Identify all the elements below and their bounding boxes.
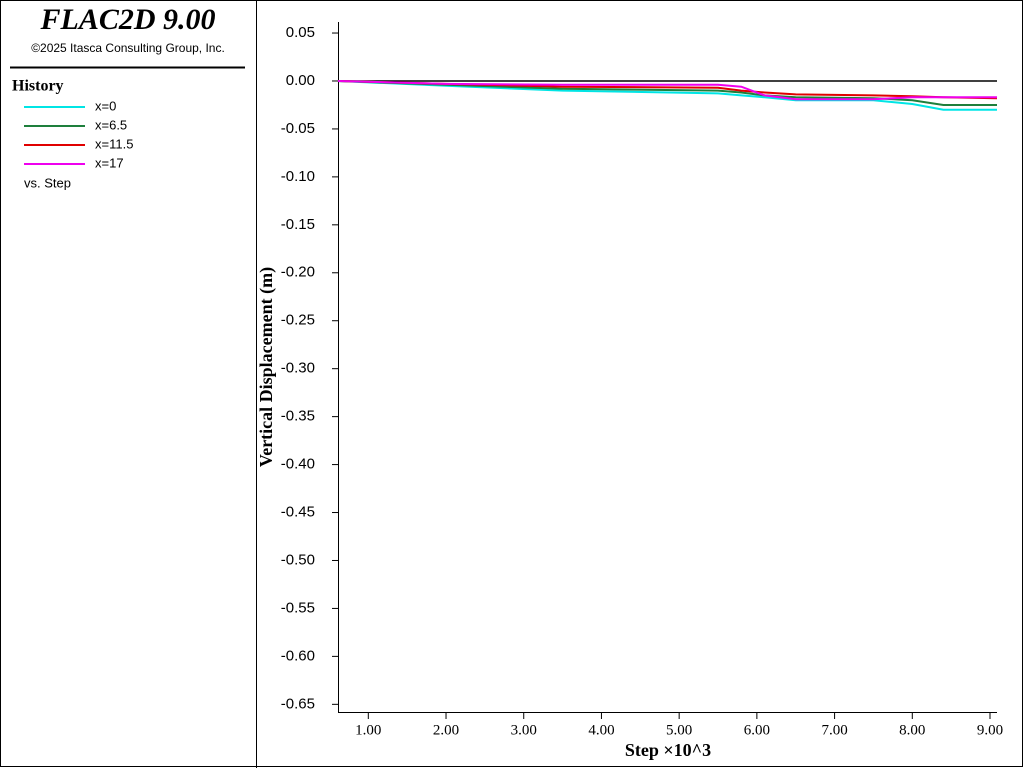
x-tick-label: 5.00 [666,722,692,738]
legend-label: x=17 [95,155,124,170]
x-tick-label: 2.00 [433,722,459,738]
x-tick-label: 4.00 [588,722,614,738]
legend-footer: vs. Step [24,175,71,190]
y-axis-label: Vertical Displacement (m) [256,267,277,467]
y-tick-label: -0.05 [281,120,315,137]
series-line [337,80,997,101]
legend-label: x=11.5 [95,136,133,151]
legend-label: x=6.5 [95,117,127,132]
x-axis-label: Step ×10^3 [625,740,711,760]
y-tick-label: 0.05 [286,24,315,41]
x-tick-label: 3.00 [511,722,537,738]
y-tick-label: -0.55 [281,599,315,616]
x-tick-label: 1.00 [355,722,381,738]
x-tick-label: 9.00 [977,722,1003,738]
y-tick-label: -0.30 [281,360,315,377]
y-tick-label: -0.15 [281,216,315,233]
y-tick-label: -0.45 [281,503,315,520]
x-tick-label: 7.00 [821,722,847,738]
series-line [337,80,997,111]
y-tick-label: -0.40 [281,456,315,473]
y-tick-label: -0.10 [281,168,315,185]
y-tick-label: -0.65 [281,695,315,712]
y-tick-label: -0.35 [281,408,315,425]
y-tick-label: -0.60 [281,647,315,664]
y-tick-label: -0.50 [281,551,315,568]
y-tick-label: -0.25 [281,312,315,329]
y-tick-label: 0.00 [286,72,315,89]
x-tick-label: 8.00 [899,722,925,738]
copyright: ©2025 Itasca Consulting Group, Inc. [31,41,225,55]
legend-title: History [12,78,64,95]
x-tick-label: 6.00 [744,722,770,738]
legend-label: x=0 [95,98,116,113]
app-title: FLAC2D 9.00 [39,3,215,36]
y-tick-label: -0.20 [281,264,315,281]
